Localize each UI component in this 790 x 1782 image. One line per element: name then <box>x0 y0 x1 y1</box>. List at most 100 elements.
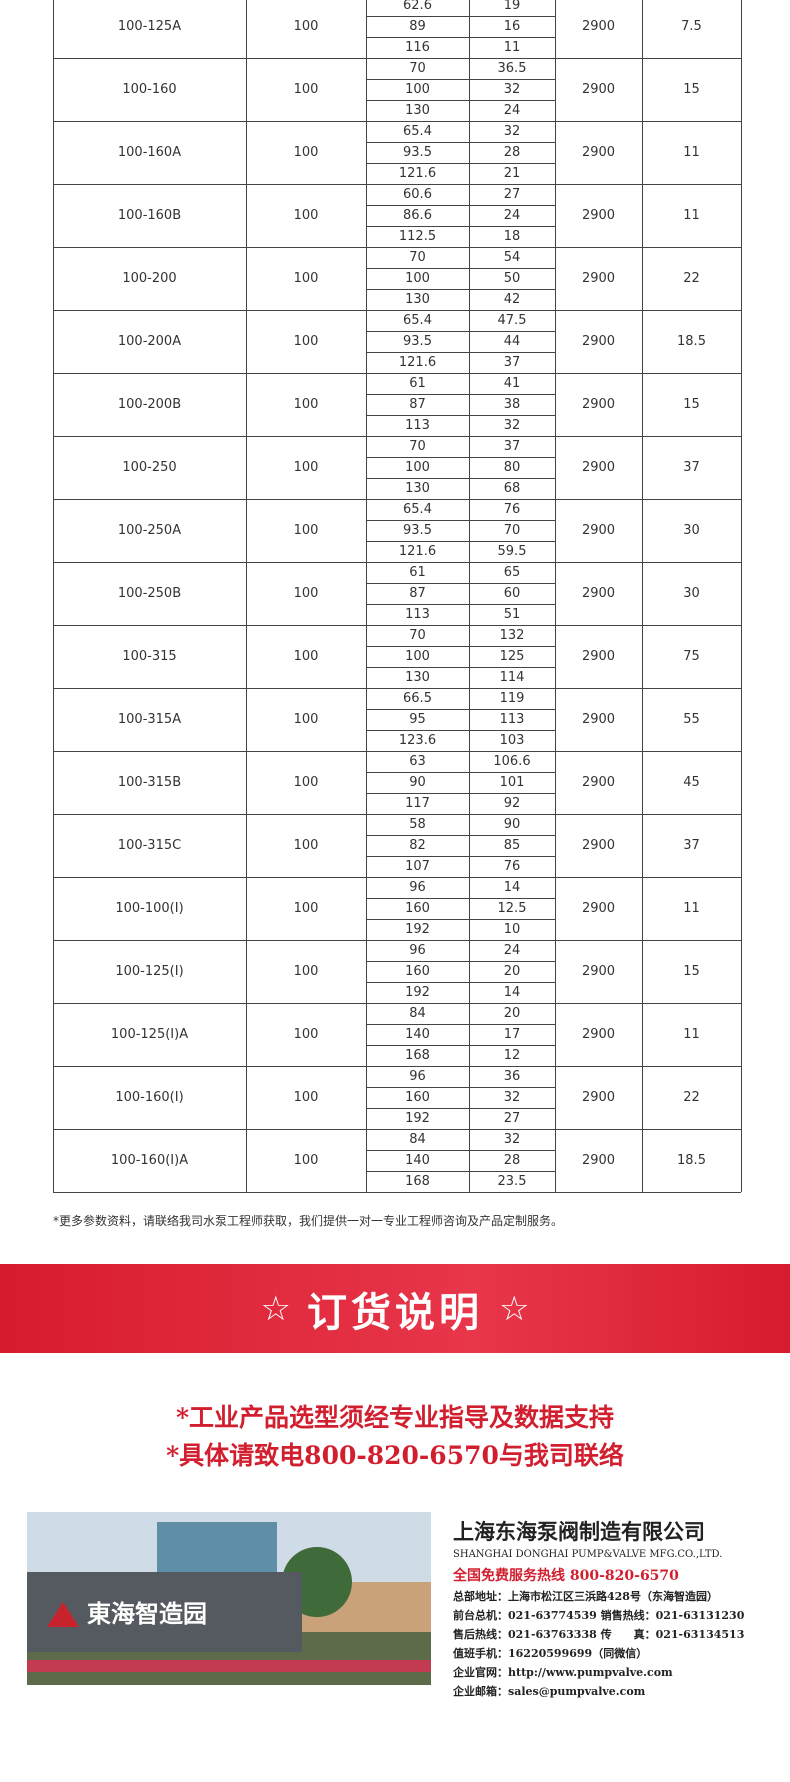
sub-cell: 76 <box>503 859 521 874</box>
sub-line <box>366 646 555 647</box>
sub-line <box>366 478 555 479</box>
sub-cell: 93.5 <box>403 145 432 160</box>
sub-cell: 93.5 <box>403 334 432 349</box>
sub-cell: 28 <box>503 145 521 160</box>
cell: 100 <box>293 1027 319 1042</box>
cell: 100-315A <box>117 712 182 727</box>
row-line <box>53 310 741 311</box>
cell: 100-250B <box>117 586 182 601</box>
sub-line <box>366 457 555 458</box>
sub-cell: 80 <box>503 460 521 475</box>
sub-line <box>366 961 555 962</box>
cell: 100-200 <box>122 271 177 286</box>
cell: 100 <box>293 397 319 412</box>
cell: 22 <box>683 271 700 286</box>
cell: 100 <box>293 964 319 979</box>
col-line <box>555 0 556 1192</box>
cell: 2900 <box>581 901 616 916</box>
cell: 100 <box>293 334 319 349</box>
info-line: 前台总机：021-63774539 销售热线：021-63131230 <box>453 1609 745 1622</box>
cell: 100-315 <box>122 649 177 664</box>
sub-cell: 168 <box>405 1048 430 1063</box>
cell: 100 <box>293 271 319 286</box>
sub-cell: 37 <box>503 439 521 454</box>
star-icon: ☆ <box>260 1288 291 1329</box>
sub-cell: 113 <box>499 712 525 727</box>
sub-cell: 58 <box>409 817 426 832</box>
sub-line <box>366 205 555 206</box>
sub-cell: 32 <box>503 418 521 433</box>
cell: 100 <box>293 901 319 916</box>
sub-line <box>366 1045 555 1046</box>
cell: 2900 <box>581 523 616 538</box>
sub-cell: 61 <box>409 565 426 580</box>
cell: 100-125A <box>117 19 182 34</box>
col-line <box>53 0 54 1192</box>
cell: 2900 <box>581 460 616 475</box>
cell: 100-200B <box>117 397 182 412</box>
sub-line <box>366 289 555 290</box>
cell: 2900 <box>581 271 616 286</box>
sub-cell: 140 <box>405 1027 430 1042</box>
sub-cell: 113 <box>405 418 430 433</box>
sub-cell: 24 <box>503 943 521 958</box>
star-icon: ☆ <box>499 1288 530 1329</box>
sub-cell: 130 <box>405 670 430 685</box>
sub-cell: 32 <box>503 1132 521 1147</box>
cell: 100 <box>293 775 319 790</box>
sub-cell: 160 <box>405 901 430 916</box>
sub-line <box>366 142 555 143</box>
sub-cell: 18 <box>503 229 521 244</box>
cell: 100 <box>293 82 319 97</box>
sub-cell: 89 <box>409 19 426 34</box>
sub-cell: 12 <box>503 1048 521 1063</box>
cell: 2900 <box>581 208 616 223</box>
row-line <box>53 751 741 752</box>
sub-cell: 84 <box>409 1006 426 1021</box>
cell: 100 <box>293 208 319 223</box>
cell: 2900 <box>581 334 616 349</box>
sub-cell: 42 <box>503 292 521 307</box>
sub-cell: 96 <box>409 880 426 895</box>
sub-line <box>366 1108 555 1109</box>
sub-cell: 123.6 <box>398 733 437 748</box>
cell: 45 <box>683 775 700 790</box>
sub-cell: 87 <box>409 397 426 412</box>
sub-line <box>366 772 555 773</box>
row-line <box>53 184 741 185</box>
sub-cell: 32 <box>503 124 521 139</box>
sub-line <box>366 730 555 731</box>
info-line: 企业官网：http://www.pumpvalve.com <box>453 1666 673 1679</box>
cell: 100-160A <box>117 145 182 160</box>
cell: 100 <box>293 1153 319 1168</box>
sub-cell: 51 <box>503 607 521 622</box>
sub-cell: 100 <box>405 649 430 664</box>
sub-line <box>366 520 555 521</box>
cell: 2900 <box>581 19 616 34</box>
banner-title: 订货说明 <box>307 1289 483 1336</box>
sub-cell: 160 <box>405 1090 430 1105</box>
sub-cell: 68 <box>503 481 521 496</box>
col-line <box>246 0 247 1192</box>
info-line: 企业邮箱：sales@pumpvalve.com <box>453 1685 646 1698</box>
sub-line <box>366 919 555 920</box>
sub-cell: 32 <box>503 1090 521 1105</box>
footnote: *更多参数资料，请联络我司水泵工程师获取，我们提供一对一专业工程师咨询及产品定制… <box>53 1214 564 1228</box>
cell: 2900 <box>581 775 616 790</box>
sub-cell: 60.6 <box>403 187 432 202</box>
info-line: 售后热线：021-63763338 传 真：021-63134513 <box>453 1628 745 1641</box>
company-info: 上海东海泵阀制造有限公司 SHANGHAI DONGHAI PUMP&VALVE… <box>453 1516 744 1699</box>
sub-cell: 95 <box>409 712 426 727</box>
cell: 11 <box>683 208 700 223</box>
sub-cell: 116 <box>405 40 430 55</box>
sub-cell: 119 <box>499 691 525 706</box>
sub-cell: 130 <box>405 481 430 496</box>
cell: 2900 <box>581 1027 616 1042</box>
sub-cell: 54 <box>503 250 521 265</box>
col-line <box>741 0 742 1192</box>
sub-line <box>366 1087 555 1088</box>
sub-cell: 132 <box>499 628 525 643</box>
sub-cell: 62.6 <box>403 0 432 13</box>
company-english: SHANGHAI DONGHAI PUMP&VALVE MFG.CO.,LTD. <box>453 1549 723 1560</box>
